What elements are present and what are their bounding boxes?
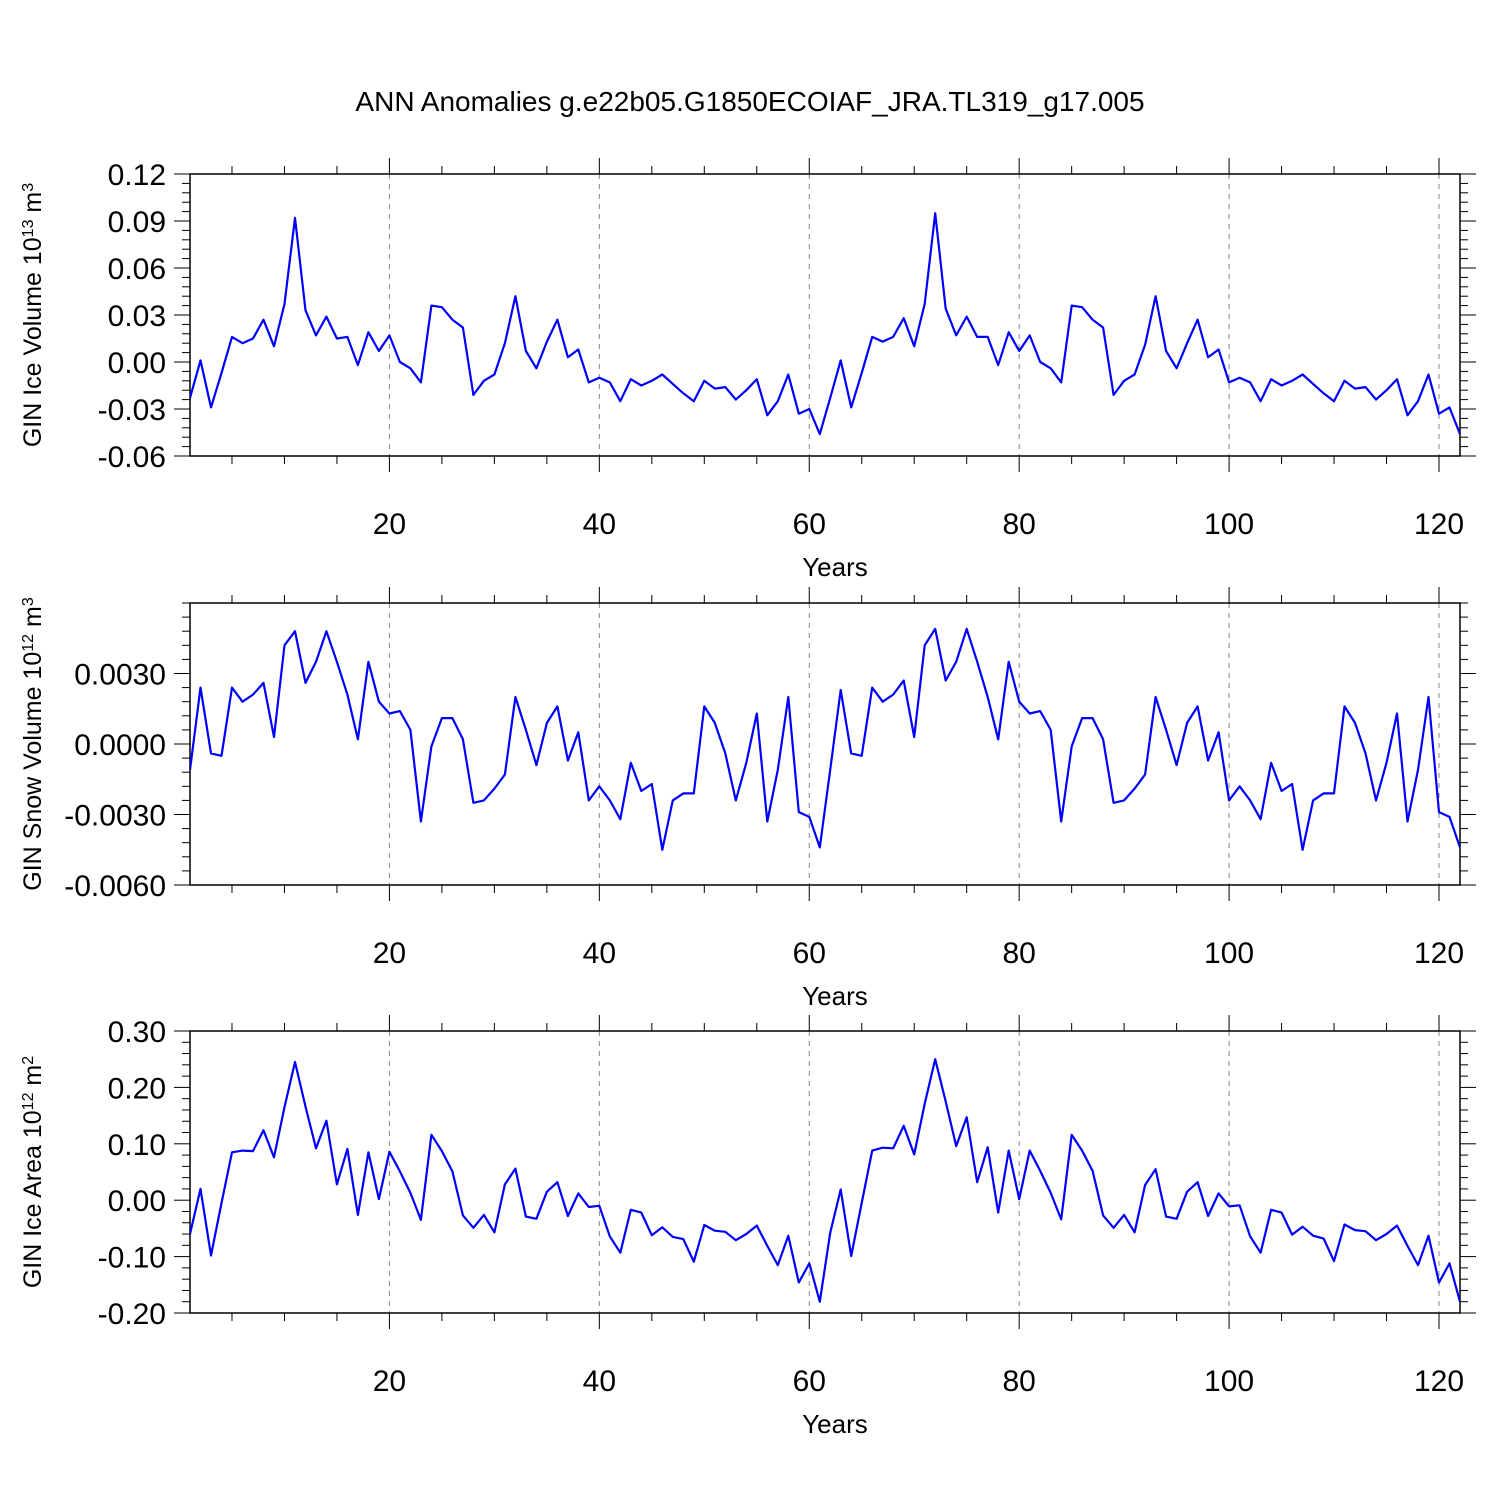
y-tick-label: 0.30 (108, 1016, 166, 1049)
y-axis-label-text: m (19, 1065, 47, 1093)
y-axis-label-text: m (19, 192, 47, 220)
y-tick-label: 0.0030 (74, 659, 166, 692)
y-tick-label: 0.10 (108, 1129, 166, 1162)
x-tick-label: 100 (1204, 508, 1254, 541)
y-axis-label: GIN Ice Volume 1013 m3 (19, 183, 47, 447)
chart-panel-2: -0.0060 -0.0030 0.0000 0.0030 20 40 60 80 100 120… (19, 587, 1476, 1011)
y-tick-label: -0.0030 (64, 800, 166, 833)
x-tick-label: 40 (583, 508, 616, 541)
chart-panels: -0.06 -0.03 0.00 0.03 0.06 0.09 0.12 20 40 60 80 10… (19, 158, 1476, 1439)
y-tick-label: 0.03 (108, 300, 166, 333)
y-axis-label-superscript: 12 (20, 634, 37, 652)
x-tick-label: 60 (793, 937, 826, 970)
x-tick-label: 100 (1204, 937, 1254, 970)
y-axis-label-text: GIN Snow Volume 10 (19, 652, 47, 891)
y-tick-label: 0.12 (108, 159, 166, 192)
x-tick-label: 80 (1002, 1365, 1035, 1398)
plot-frame (189, 1030, 1461, 1314)
chart-panel-3: -0.20 -0.10 0.00 0.10 0.20 0.30 20 40 60 80 100 120… (19, 1015, 1476, 1439)
y-axis-label-text: m (19, 606, 47, 634)
x-tick-label: 60 (793, 508, 826, 541)
y-axis-label-superscript: 3 (20, 183, 37, 192)
y-axis-label-superscript: 2 (20, 1056, 37, 1065)
plot-frame (189, 173, 1461, 457)
series-line (190, 1058, 1460, 1303)
x-tick-label: 20 (373, 1365, 406, 1398)
y-axis-label-superscript: 3 (20, 597, 37, 606)
x-tick-label: 80 (1002, 937, 1035, 970)
x-tick-label: 40 (583, 937, 616, 970)
x-tick-label: 60 (793, 1365, 826, 1398)
y-tick-label: -0.06 (98, 441, 166, 474)
y-tick-label: -0.03 (98, 394, 166, 427)
y-tick-label: 0.0000 (74, 729, 166, 762)
x-tick-label: 120 (1414, 1365, 1464, 1398)
y-tick-label: 0.09 (108, 206, 166, 239)
y-tick-label: -0.10 (98, 1242, 166, 1275)
y-tick-label: -0.20 (98, 1298, 166, 1331)
x-axis-label: Years (802, 552, 868, 582)
x-tick-label: 120 (1414, 937, 1464, 970)
y-axis-label-superscript: 12 (20, 1092, 37, 1110)
y-axis-label-text: GIN Ice Area 10 (19, 1110, 47, 1288)
plot-frame (189, 602, 1461, 886)
x-axis-label: Years (802, 981, 868, 1011)
y-axis-label-text: GIN Ice Volume 10 (19, 237, 47, 447)
series-line (190, 627, 1460, 851)
y-tick-label: 0.06 (108, 253, 166, 286)
chart-title: ANN Anomalies g.e22b05.G1850ECOIAF_JRA.T… (355, 86, 1144, 117)
y-tick-label: 0.20 (108, 1072, 166, 1105)
y-axis-label: GIN Ice Area 1012 m2 (19, 1056, 47, 1288)
y-tick-label: 0.00 (108, 1185, 166, 1218)
x-tick-label: 120 (1414, 508, 1464, 541)
y-axis-label: GIN Snow Volume 1012 m3 (19, 597, 47, 891)
x-tick-label: 20 (373, 508, 406, 541)
chart-panel-1: -0.06 -0.03 0.00 0.03 0.06 0.09 0.12 20 40 60 80 10… (19, 158, 1476, 582)
y-axis-label-superscript: 13 (20, 219, 37, 237)
y-tick-label: 0.00 (108, 347, 166, 380)
x-tick-label: 40 (583, 1365, 616, 1398)
x-tick-label: 100 (1204, 1365, 1254, 1398)
x-tick-label: 80 (1002, 508, 1035, 541)
x-tick-label: 20 (373, 937, 406, 970)
y-tick-label: -0.0060 (64, 870, 166, 903)
x-axis-label: Years (802, 1409, 868, 1439)
series-line (190, 212, 1460, 436)
